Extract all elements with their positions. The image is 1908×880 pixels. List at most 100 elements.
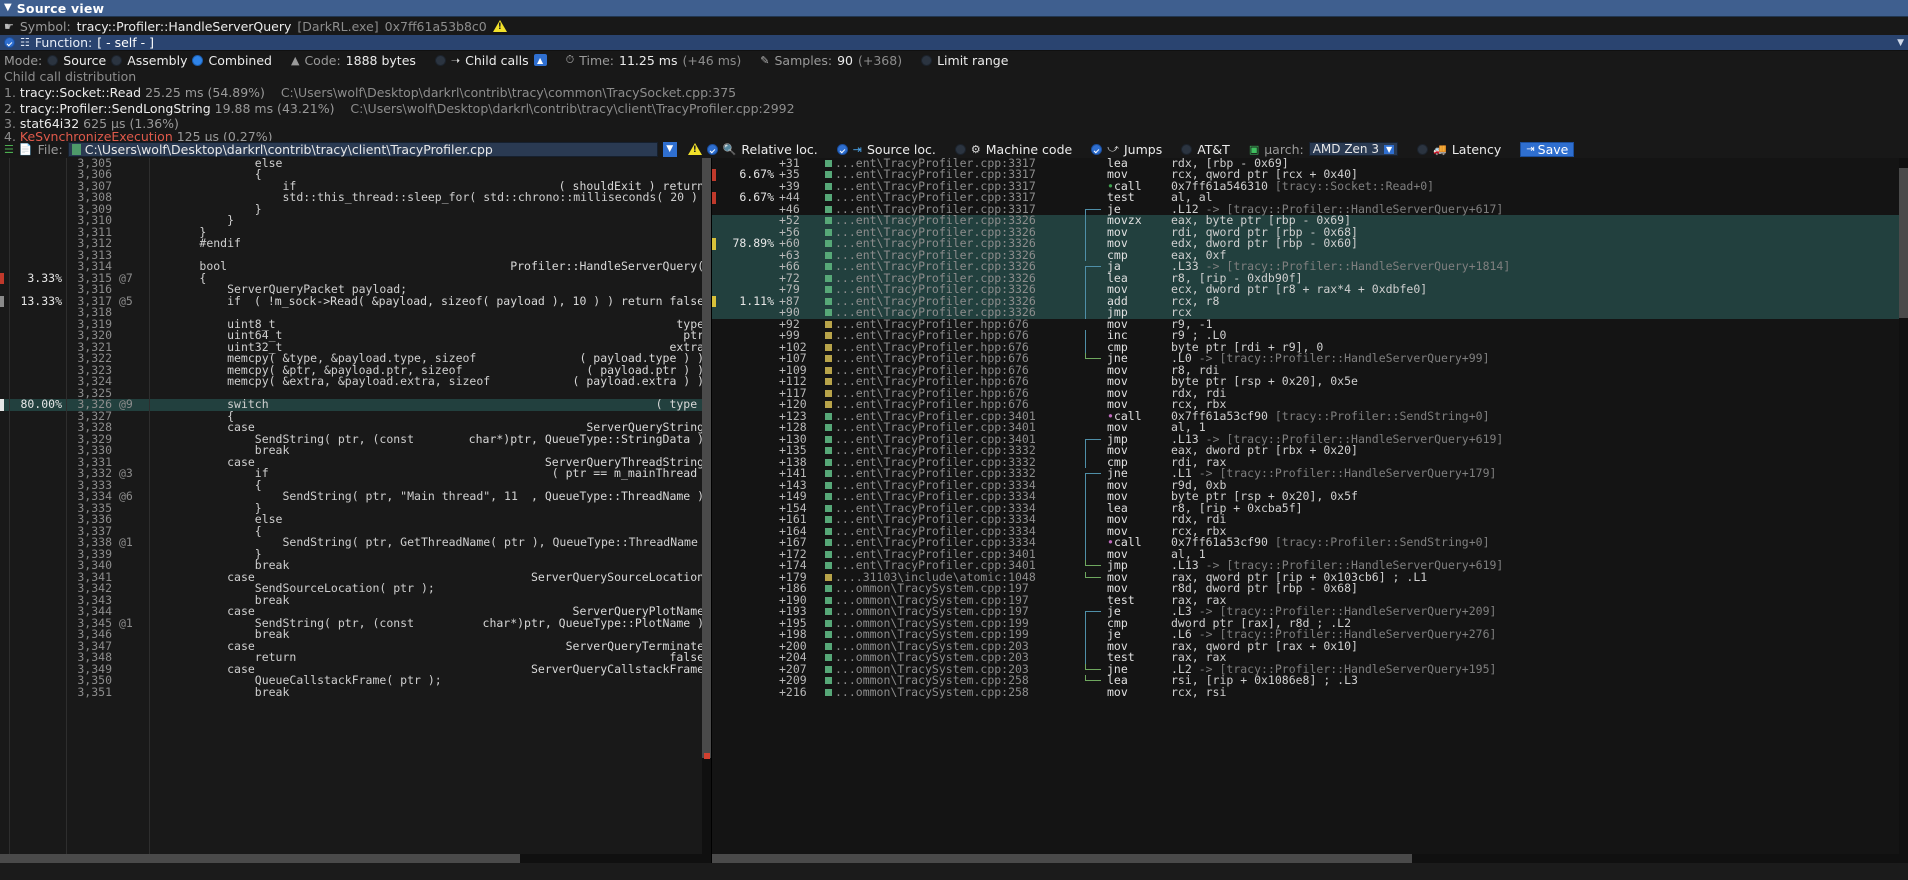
- assembly-line[interactable]: +31 ...ent\TracyProfiler.cpp:3317 lea rdx, …: [712, 157, 1908, 169]
- latency-label[interactable]: Latency: [1451, 141, 1502, 157]
- assembly-line[interactable]: +92 ...ent\TracyProfiler.hpp:676 mov r9, -1: [712, 318, 1908, 330]
- assembly-line[interactable]: +52 ...ent\TracyProfiler.cpp:3326 movzx eax…: [712, 214, 1908, 227]
- assembly-line[interactable]: +164 ...ent\TracyProfiler.cpp:3334 mov rcx,…: [712, 525, 1908, 537]
- assembly-code-view[interactable]: +31 ...ent\TracyProfiler.cpp:3317 lea rdx, …: [712, 157, 1908, 863]
- source-line[interactable]: 3,320 uint64_t ptr;: [0, 329, 711, 342]
- source-line[interactable]: 3,305 else: [0, 157, 711, 169]
- assembly-line[interactable]: +143 ...ent\TracyProfiler.cpp:3334 mov r9d,…: [712, 479, 1908, 491]
- source-hscrollbar[interactable]: [0, 853, 702, 863]
- limit-range-label[interactable]: Limit range: [937, 52, 1009, 68]
- source-line[interactable]: 3,328 case ServerQueryString:: [0, 421, 711, 434]
- child-call-row[interactable]: 2. tracy::Profiler::SendLongString 19.88…: [4, 101, 1908, 117]
- assembly-line[interactable]: +39 ...ent\TracyProfiler.cpp:3317 •call 0x7…: [712, 180, 1908, 192]
- source-line[interactable]: 3,324 memcpy( &extra, &payload.extra, si…: [0, 375, 711, 388]
- att-syntax-checkbox[interactable]: [1181, 143, 1193, 155]
- assembly-line[interactable]: +72 ...ent\TracyProfiler.cpp:3326 lea r8, […: [712, 272, 1908, 284]
- child-call-row[interactable]: 4. KeSynchronizeExecution 125 µs (0.27%): [4, 132, 1908, 141]
- source-line[interactable]: 3,349 case ServerQueryCallstackFrame:: [0, 663, 711, 675]
- source-line[interactable]: 80.00% 3,326 @9 switch( type ): [0, 398, 711, 411]
- assembly-line[interactable]: 1.11% +87 ...ent\TracyProfiler.cpp:3326 add…: [712, 295, 1908, 307]
- source-vscroll-thumb[interactable]: [702, 157, 711, 758]
- symbol-name[interactable]: tracy::Profiler::HandleServerQuery: [76, 18, 292, 34]
- assembly-line[interactable]: +209 ...ommon\TracySystem.cpp:258 lea rsi, …: [712, 674, 1908, 687]
- assembly-vscroll-thumb[interactable]: [1899, 167, 1908, 318]
- assembly-line[interactable]: +207 ...ommon\TracySystem.cpp:203 jne .L2 -…: [712, 663, 1908, 675]
- source-line[interactable]: 3,312 #endif: [0, 237, 711, 250]
- assembly-line[interactable]: +172 ...ent\TracyProfiler.cpp:3401 mov al, …: [712, 548, 1908, 560]
- source-line[interactable]: 3,309 }: [0, 203, 711, 215]
- source-line[interactable]: 3,319 uint8_t type;: [0, 318, 711, 330]
- save-button[interactable]: ⇥ Save: [1520, 141, 1575, 157]
- assembly-line[interactable]: +161 ...ent\TracyProfiler.cpp:3334 mov rdx,…: [712, 513, 1908, 526]
- assembly-line[interactable]: +117 ...ent\TracyProfiler.hpp:676 mov rdx, …: [712, 387, 1908, 399]
- assembly-line[interactable]: +190 ...ommon\TracySystem.cpp:197 test rax,…: [712, 594, 1908, 606]
- assembly-line[interactable]: +63 ...ent\TracyProfiler.cpp:3326 cmp eax, …: [712, 249, 1908, 261]
- assembly-line[interactable]: 6.67% +44 ...ent\TracyProfiler.cpp:3317 tes…: [712, 191, 1908, 204]
- source-line[interactable]: 3,318: [0, 306, 711, 319]
- assembly-line[interactable]: +195 ...ommon\TracySystem.cpp:199 cmp dword…: [712, 617, 1908, 629]
- assembly-line[interactable]: +135 ...ent\TracyProfiler.cpp:3332 mov eax,…: [712, 444, 1908, 457]
- source-line[interactable]: 3,348 return false;: [0, 651, 711, 664]
- source-line[interactable]: 3,335 }: [0, 502, 711, 514]
- machine-code-label[interactable]: Machine code: [985, 141, 1073, 157]
- source-line[interactable]: 3,347 case ServerQueryTerminate:: [0, 640, 711, 652]
- source-line[interactable]: 3,345 @1 SendString( ptr, (const char*)pt…: [0, 617, 711, 629]
- assembly-hscrollbar[interactable]: [712, 853, 1899, 863]
- assembly-line[interactable]: +141 ...ent\TracyProfiler.cpp:3332 jne .L1 …: [712, 467, 1908, 480]
- mode-radio-combined[interactable]: [192, 54, 204, 66]
- source-hscroll-thumb[interactable]: [0, 853, 520, 863]
- mode-label-source[interactable]: Source: [63, 52, 107, 68]
- mode-label-combined[interactable]: Combined: [208, 52, 272, 68]
- source-line[interactable]: 3,329 SendString( ptr, (const char*)ptr,…: [0, 433, 711, 445]
- source-line[interactable]: 3,322 memcpy( &type, &payload.type, size…: [0, 352, 711, 365]
- assembly-line[interactable]: +120 ...ent\TracyProfiler.hpp:676 mov rcx, …: [712, 398, 1908, 411]
- child-calls-label[interactable]: Child calls: [465, 52, 529, 68]
- document-icon[interactable]: 📄: [18, 142, 33, 156]
- assembly-line[interactable]: +193 ...ommon\TracySystem.cpp:197 je .L3 ->…: [712, 605, 1908, 618]
- source-line[interactable]: 3,331 case ServerQueryThreadString:: [0, 456, 711, 468]
- child-call-name[interactable]: stat64i32: [19, 116, 80, 131]
- child-call-name[interactable]: KeSynchronizeExecution: [19, 131, 173, 141]
- child-call-row[interactable]: 1. tracy::Socket::Read 25.25 ms (54.89%)…: [4, 85, 1908, 101]
- source-loc-checkbox[interactable]: [836, 143, 848, 155]
- assembly-line[interactable]: +90 ...ent\TracyProfiler.cpp:3326 jmp rcx: [712, 306, 1908, 319]
- assembly-line[interactable]: +123 ...ent\TracyProfiler.cpp:3401 •call 0x…: [712, 410, 1908, 422]
- assembly-line[interactable]: +112 ...ent\TracyProfiler.hpp:676 mov byte …: [712, 375, 1908, 388]
- source-loc-label[interactable]: Source loc.: [867, 141, 936, 157]
- assembly-line[interactable]: +130 ...ent\TracyProfiler.cpp:3401 jmp .L13…: [712, 433, 1908, 445]
- source-line[interactable]: 3,327 {: [0, 410, 711, 422]
- function-value[interactable]: [ - self - ]: [97, 35, 155, 50]
- source-vscrollbar[interactable]: [702, 157, 711, 863]
- assembly-line[interactable]: +167 ...ent\TracyProfiler.cpp:3334 •call 0x…: [712, 536, 1908, 549]
- source-line[interactable]: 3,339 }: [0, 548, 711, 560]
- source-line[interactable]: 3,341 case ServerQuerySourceLocation:: [0, 571, 711, 583]
- assembly-line[interactable]: +138 ...ent\TracyProfiler.cpp:3332 cmp rdi,…: [712, 456, 1908, 468]
- source-line[interactable]: 3,321 uint32_t extra;: [0, 341, 711, 353]
- assembly-line[interactable]: +79 ...ent\TracyProfiler.cpp:3326 mov ecx, …: [712, 283, 1908, 296]
- source-line[interactable]: 3,336 else: [0, 513, 711, 526]
- assembly-line[interactable]: +174 ...ent\TracyProfiler.cpp:3401 jmp .L13…: [712, 559, 1908, 572]
- relative-loc-label[interactable]: Relative loc.: [741, 141, 818, 157]
- assembly-line[interactable]: +99 ...ent\TracyProfiler.hpp:676 inc r9 ; .…: [712, 329, 1908, 342]
- assembly-line[interactable]: 78.89% +60 ...ent\TracyProfiler.cpp:3326 mo…: [712, 237, 1908, 250]
- assembly-vscrollbar[interactable]: [1899, 157, 1908, 863]
- jumps-checkbox[interactable]: [1091, 143, 1103, 155]
- source-code-view[interactable]: 3,305 else 3,306 {3,307 if( shouldExit ) …: [0, 157, 711, 863]
- source-line[interactable]: 13.33% 3,317 @5 if( !m_sock->Read( &payloa…: [0, 295, 711, 307]
- file-path-input[interactable]: C:\Users\wolf\Desktop\darkrl\contrib\tra…: [67, 141, 658, 157]
- assembly-line[interactable]: +46 ...ent\TracyProfiler.cpp:3317 je .L12 -…: [712, 203, 1908, 215]
- machine-code-checkbox[interactable]: [954, 143, 966, 155]
- mode-radio-assembly[interactable]: [111, 54, 123, 66]
- att-syntax-label[interactable]: AT&T: [1197, 141, 1230, 157]
- source-line[interactable]: 3,350 QueueCallstackFrame( ptr );: [0, 674, 711, 687]
- source-line[interactable]: 3,311 }: [0, 226, 711, 238]
- source-line[interactable]: 3,333 {: [0, 479, 711, 491]
- source-line[interactable]: 3,344 case ServerQueryPlotName:: [0, 605, 711, 618]
- mode-radio-source[interactable]: [47, 54, 59, 66]
- mode-label-assembly[interactable]: Assembly: [127, 52, 188, 68]
- asm-warning-triangle-icon[interactable]: [687, 143, 702, 155]
- child-call-name[interactable]: tracy::Socket::Read: [19, 85, 142, 100]
- assembly-line[interactable]: +109 ...ent\TracyProfiler.hpp:676 mov r8, r…: [712, 364, 1908, 376]
- assembly-line[interactable]: +107 ...ent\TracyProfiler.hpp:676 jne .L0 -…: [712, 352, 1908, 365]
- child-call-row[interactable]: 3. stat64i32 625 µs (1.36%): [4, 116, 1908, 132]
